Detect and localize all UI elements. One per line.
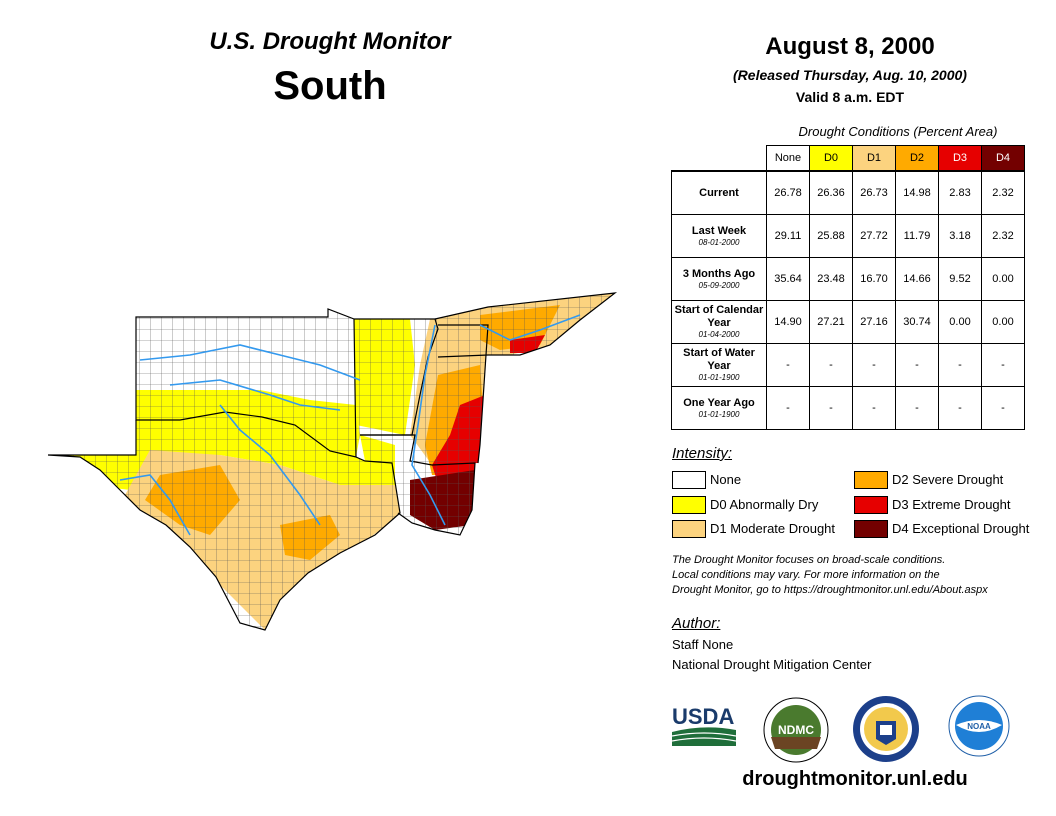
cell-value: - [809,343,853,387]
cell-value: 2.32 [981,170,1025,215]
commerce-seal-logo [853,696,919,762]
row-date: 01-04-2000 [698,330,740,339]
cell-value: 3.18 [938,214,982,258]
row-date: 01-01-1900 [698,409,740,419]
cell-value: 26.36 [809,170,853,215]
cell-value: 0.00 [981,300,1025,344]
cell-value: - [766,386,810,430]
column-header-d4: D4 [981,145,1025,172]
valid-time: Valid 8 a.m. EDT [795,89,905,105]
row-date: 08-01-2000 [698,237,740,247]
cell-value: - [938,386,982,430]
region-title: South [273,64,387,108]
map-supertitle: U.S. Drought Monitor [209,28,451,55]
cell-value: - [895,386,939,430]
note-line: The Drought Monitor focuses on broad-sca… [672,554,946,566]
row-label: Current [671,170,767,215]
column-header-d2: D2 [895,145,939,172]
cell-value: 23.48 [809,257,853,301]
cell-value: - [766,343,810,387]
cell-value: 26.73 [852,170,896,215]
cell-value: - [852,343,896,387]
cell-value: - [809,386,853,430]
legend-label: None [710,472,742,487]
table-row: Current 26.78 26.36 26.73 14.98 2.83 2.3… [671,170,1025,215]
column-header-d1: D1 [852,145,896,172]
column-header-none: None [766,145,810,172]
cell-value: 25.88 [809,214,853,258]
table-row: Last Week 08-01-2000 29.11 25.88 27.72 11… [671,214,1025,258]
row-label: Start of Calendar Year 01-04-2000 [671,300,767,344]
ndmc-logo-text: NDMC [778,723,814,737]
cell-value: 0.00 [981,257,1025,301]
table-row: Start of Water Year 01-01-1900 - - - - - … [671,343,1025,387]
noaa-logo: NOAA [948,695,1010,757]
cell-value: 0.00 [938,300,982,344]
map-date: August 8, 2000 [765,33,935,60]
table-row: 3 Months Ago 05-09-2000 35.64 23.48 16.70… [671,257,1025,301]
cell-value: 26.78 [766,170,810,215]
legend-swatch [672,496,706,514]
cell-value: 2.32 [981,214,1025,258]
legend-label: D2 Severe Drought [892,472,1004,487]
note-line: Drought Monitor, go to https://droughtmo… [672,584,988,596]
disclaimer-note: The Drought Monitor focuses on broad-sca… [672,553,1052,598]
cell-value: 27.21 [809,300,853,344]
column-header-d3: D3 [938,145,982,172]
legend-swatch [854,471,888,489]
drought-map [47,292,618,631]
row-label: 3 Months Ago 05-09-2000 [671,257,767,301]
row-label: Last Week 08-01-2000 [671,214,767,258]
table-corner [672,146,767,172]
author-title: Author: [672,615,721,632]
row-label: Start of Water Year 01-01-1900 [671,343,767,387]
table-row: Start of Calendar Year 01-04-2000 14.90 2… [671,300,1025,344]
row-date: 05-09-2000 [698,280,740,290]
cell-value: 35.64 [766,257,810,301]
cell-value: 30.74 [895,300,939,344]
author-name: Staff None [672,637,734,652]
cell-value: - [938,343,982,387]
cell-value: 27.72 [852,214,896,258]
noaa-logo-text: NOAA [967,722,991,731]
drought-stats-table: None D0 D1 D2 D3 D4 Current 26.78 26.36 … [671,145,1025,430]
usda-logo-text: USDA [672,704,734,729]
usda-logo: USDA [671,704,737,746]
row-date: 01-01-1900 [698,373,740,382]
note-line: Local conditions may vary. For more info… [672,569,940,581]
legend-label: D4 Exceptional Drought [892,521,1030,536]
cell-value: 14.66 [895,257,939,301]
author-org: National Drought Mitigation Center [672,657,872,672]
cell-value: 11.79 [895,214,939,258]
legend-label: D1 Moderate Drought [710,521,836,536]
cell-value: 2.83 [938,170,982,215]
legend-swatch [854,496,888,514]
cell-value: - [981,343,1025,387]
website-link[interactable]: droughtmonitor.unl.edu [742,768,968,790]
legend-title: Intensity: [672,445,733,462]
column-header-d0: D0 [809,145,853,172]
cell-value: 27.16 [852,300,896,344]
row-label: One Year Ago 01-01-1900 [671,386,767,430]
cell-value: 14.98 [895,170,939,215]
cell-value: 14.90 [766,300,810,344]
cell-value: 9.52 [938,257,982,301]
legend-swatch [854,520,888,538]
cell-value: - [852,386,896,430]
cell-value: 29.11 [766,214,810,258]
ndmc-logo: NDMC [763,697,829,763]
cell-value: 16.70 [852,257,896,301]
cell-value: - [895,343,939,387]
legend-swatch [672,520,706,538]
release-date: (Released Thursday, Aug. 10, 2000) [733,67,967,83]
legend-swatch [672,471,706,489]
table-row: One Year Ago 01-01-1900 - - - - - - [671,386,1025,430]
table-caption: Drought Conditions (Percent Area) [798,124,998,139]
cell-value: - [981,386,1025,430]
legend-label: D3 Extreme Drought [892,497,1011,512]
legend-label: D0 Abnormally Dry [710,497,819,512]
